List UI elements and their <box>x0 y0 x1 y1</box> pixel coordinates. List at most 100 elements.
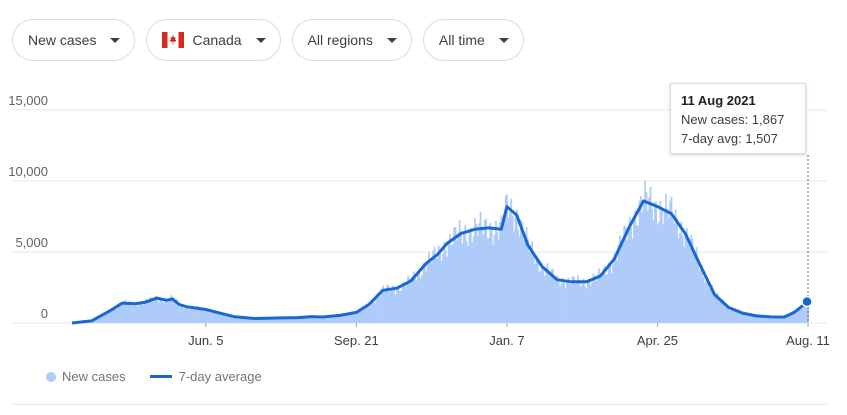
daily-case-bar <box>334 314 337 323</box>
hover-indicator <box>801 155 813 323</box>
daily-case-bar <box>125 302 128 323</box>
daily-case-bar <box>131 305 133 323</box>
daily-case-bar <box>223 313 225 323</box>
daily-case-bar <box>306 317 309 323</box>
daily-case-bar <box>686 228 688 323</box>
daily-case-bar <box>520 219 522 323</box>
daily-case-bar <box>446 256 448 323</box>
daily-case-bar <box>648 197 651 323</box>
daily-case-bar <box>245 318 248 323</box>
daily-case-bar <box>787 314 790 323</box>
daily-case-bar <box>106 313 108 323</box>
country-dropdown[interactable]: Canada <box>146 19 281 61</box>
daily-case-bar <box>659 201 662 323</box>
daily-case-bar <box>496 231 499 323</box>
daily-case-bar <box>301 318 303 323</box>
daily-case-bar <box>581 281 584 323</box>
daily-case-bar <box>740 312 743 323</box>
daily-case-bar <box>517 230 520 323</box>
seven-day-average-line <box>71 199 809 325</box>
daily-case-bar <box>613 253 616 323</box>
daily-case-bar <box>327 317 330 323</box>
daily-case-bar <box>603 266 606 323</box>
daily-case-bar <box>195 306 198 323</box>
daily-case-bar <box>606 273 609 323</box>
daily-case-bar <box>365 304 368 323</box>
daily-case-bar <box>726 305 729 323</box>
daily-case-bar <box>541 262 543 323</box>
daily-case-bar <box>322 317 324 323</box>
daily-case-bar <box>548 271 550 323</box>
daily-case-bar <box>252 318 255 323</box>
daily-case-bar <box>536 257 539 323</box>
daily-case-bar <box>727 307 730 323</box>
daily-case-bar <box>262 317 264 323</box>
tooltip-new-cases: New cases: 1,867 <box>681 112 785 127</box>
metric-dropdown[interactable]: New cases <box>12 19 136 61</box>
daily-case-bar <box>755 316 758 323</box>
daily-case-bar <box>115 308 118 323</box>
daily-case-bar <box>212 310 214 323</box>
daily-case-bar <box>532 256 535 323</box>
daily-case-bar <box>453 227 455 323</box>
daily-case-bar <box>482 234 485 323</box>
daily-case-bar <box>202 308 205 323</box>
daily-case-bar <box>801 308 804 323</box>
daily-case-bar <box>237 316 239 323</box>
daily-case-bar <box>249 318 252 323</box>
daily-case-bar <box>796 312 798 323</box>
daily-case-bar <box>449 233 451 323</box>
daily-case-bar <box>429 258 432 323</box>
daily-case-bar <box>490 229 493 323</box>
daily-case-bar <box>258 317 260 323</box>
daily-case-bar <box>373 303 376 323</box>
daily-case-bar <box>174 299 177 323</box>
daily-case-bar <box>177 304 179 323</box>
daily-case-bar <box>154 296 157 323</box>
daily-case-bar <box>457 234 460 323</box>
daily-case-bar <box>587 280 589 323</box>
daily-case-bar <box>277 318 280 323</box>
daily-case-bar <box>113 308 115 323</box>
daily-case-bar <box>542 267 545 323</box>
daily-case-bar <box>139 301 142 323</box>
daily-case-bar <box>627 232 630 323</box>
daily-case-bar <box>269 317 271 323</box>
daily-case-bar <box>647 210 649 323</box>
daily-case-bar <box>216 310 218 323</box>
daily-case-bar <box>425 271 428 323</box>
daily-case-bar <box>524 237 527 323</box>
region-dropdown[interactable]: All regions <box>291 19 412 61</box>
daily-case-bar <box>299 317 302 323</box>
daily-case-bar <box>207 311 210 323</box>
daily-case-bar <box>773 316 776 323</box>
daily-case-bar <box>599 275 602 323</box>
daily-case-bar <box>614 257 617 323</box>
daily-case-bar <box>181 304 184 323</box>
daily-case-bar <box>568 283 571 323</box>
daily-case-bar <box>326 317 329 323</box>
daily-case-bar <box>546 263 549 323</box>
daily-case-bar <box>766 316 769 323</box>
daily-case-bar <box>712 289 715 323</box>
daily-case-bar <box>515 209 518 323</box>
daily-case-bar <box>97 316 100 323</box>
daily-case-bar <box>290 317 292 323</box>
daily-case-bar <box>111 311 114 323</box>
daily-case-bar <box>680 221 683 323</box>
daily-case-bar <box>469 227 472 323</box>
daily-case-bar <box>398 290 401 323</box>
daily-case-bar <box>255 319 257 323</box>
daily-case-bar <box>331 316 334 323</box>
daily-case-bar <box>485 218 487 323</box>
daily-case-bar <box>191 305 193 323</box>
daily-case-bar <box>244 317 246 323</box>
daily-case-bar <box>117 307 119 323</box>
daily-case-bar <box>509 212 511 323</box>
period-dropdown[interactable]: All time <box>422 19 524 61</box>
x-tick-label: Jun. 5 <box>188 333 223 348</box>
daily-case-bar <box>691 238 694 323</box>
daily-case-bar <box>100 315 103 323</box>
daily-case-bar <box>423 265 426 323</box>
